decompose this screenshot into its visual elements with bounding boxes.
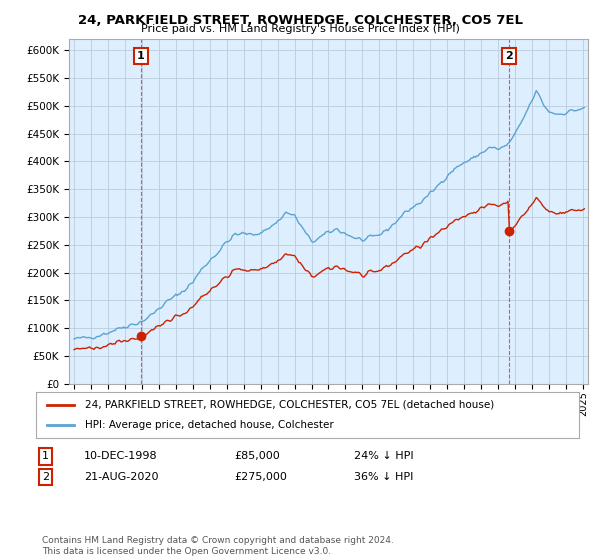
Text: HPI: Average price, detached house, Colchester: HPI: Average price, detached house, Colc…: [85, 420, 334, 430]
Text: 24, PARKFIELD STREET, ROWHEDGE, COLCHESTER, CO5 7EL (detached house): 24, PARKFIELD STREET, ROWHEDGE, COLCHEST…: [85, 400, 494, 410]
Text: £275,000: £275,000: [234, 472, 287, 482]
Text: 36% ↓ HPI: 36% ↓ HPI: [354, 472, 413, 482]
Text: 2: 2: [42, 472, 49, 482]
Text: 24% ↓ HPI: 24% ↓ HPI: [354, 451, 413, 461]
Text: 1: 1: [42, 451, 49, 461]
Text: Price paid vs. HM Land Registry's House Price Index (HPI): Price paid vs. HM Land Registry's House …: [140, 24, 460, 34]
Text: £85,000: £85,000: [234, 451, 280, 461]
Text: 10-DEC-1998: 10-DEC-1998: [84, 451, 158, 461]
Text: 1: 1: [137, 51, 145, 61]
Text: 21-AUG-2020: 21-AUG-2020: [84, 472, 158, 482]
Text: 2: 2: [505, 51, 513, 61]
Text: Contains HM Land Registry data © Crown copyright and database right 2024.
This d: Contains HM Land Registry data © Crown c…: [42, 536, 394, 556]
Text: 24, PARKFIELD STREET, ROWHEDGE, COLCHESTER, CO5 7EL: 24, PARKFIELD STREET, ROWHEDGE, COLCHEST…: [77, 14, 523, 27]
